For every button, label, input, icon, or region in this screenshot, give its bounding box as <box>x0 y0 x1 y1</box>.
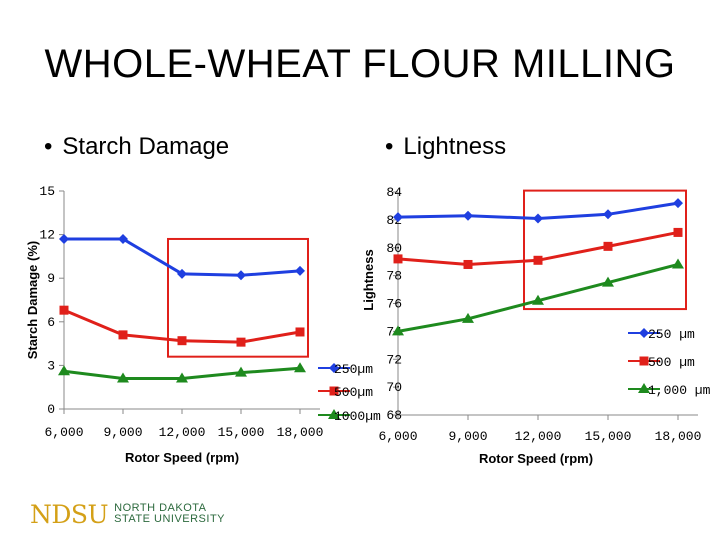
y-tick-label: 84 <box>386 185 402 200</box>
legend-marker <box>639 356 649 366</box>
data-point <box>463 259 473 269</box>
x-tick-label: 12,000 <box>515 429 562 444</box>
y-tick-label: 9 <box>47 271 55 286</box>
legend-marker <box>329 386 339 396</box>
data-point <box>236 270 246 281</box>
data-point <box>236 337 246 347</box>
data-point <box>603 209 613 220</box>
y-tick-label: 78 <box>386 269 402 284</box>
bullet-lightness-label: Lightness <box>403 133 507 160</box>
legend-marker <box>639 328 649 338</box>
bullet-dot: • <box>44 133 53 160</box>
bullet-lightness: • Lightness <box>385 133 506 161</box>
data-point <box>532 294 544 305</box>
data-point <box>603 241 613 251</box>
ndsu-logo: NDSU NORTH DAKOTA STATE UNIVERSITY <box>30 499 225 529</box>
x-tick-label: 18,000 <box>655 429 702 444</box>
legend-marker <box>328 409 340 419</box>
data-point <box>673 227 683 237</box>
data-point <box>533 213 543 224</box>
y-tick-label: 6 <box>47 315 55 330</box>
logo-mark: NDSU <box>30 499 109 529</box>
x-tick-label: 15,000 <box>218 425 265 440</box>
data-point <box>392 325 404 336</box>
logo-line-1: NORTH DAKOTA <box>114 502 207 514</box>
bullet-dot: • <box>385 133 394 160</box>
logo-line-2: STATE UNIVERSITY <box>114 513 226 525</box>
data-point <box>533 255 543 265</box>
data-point <box>462 312 474 323</box>
legend-label: 1000µm <box>334 409 381 424</box>
slide-title: WHOLE-WHEAT FLOUR MILLING <box>44 42 676 86</box>
data-point <box>295 265 305 276</box>
data-point <box>602 276 614 287</box>
data-point <box>294 362 306 373</box>
data-point <box>295 327 305 337</box>
legend-label: 500µm <box>334 385 373 400</box>
data-point <box>673 198 683 209</box>
y-tick-label: 3 <box>47 358 55 373</box>
legend-marker <box>638 383 650 393</box>
legend-marker <box>329 363 339 373</box>
data-point <box>177 336 187 346</box>
legend-label: 250µm <box>334 362 373 377</box>
x-axis-title: Rotor Speed (rpm) <box>125 450 239 465</box>
x-tick-label: 18,000 <box>277 425 324 440</box>
data-point <box>177 268 187 279</box>
y-tick-label: 70 <box>386 380 402 395</box>
x-tick-label: 15,000 <box>585 429 632 444</box>
y-tick-label: 76 <box>386 297 402 312</box>
y-tick-label: 68 <box>386 408 402 423</box>
y-axis-title: Lightness <box>361 249 376 310</box>
x-tick-label: 12,000 <box>159 425 206 440</box>
y-axis-title: Starch Damage (%) <box>25 241 40 359</box>
legend-label: 500 µm <box>648 355 695 370</box>
data-point <box>393 254 403 264</box>
data-point <box>393 212 403 223</box>
data-point <box>118 233 128 244</box>
y-tick-label: 12 <box>39 228 55 243</box>
highlight-box <box>167 237 309 358</box>
data-point <box>59 233 69 244</box>
data-point <box>59 305 69 315</box>
x-tick-label: 9,000 <box>448 429 487 444</box>
bullet-starch-damage-label: Starch Damage <box>62 133 230 160</box>
x-tick-label: 9,000 <box>103 425 142 440</box>
data-point <box>463 210 473 221</box>
legend-label: 250 µm <box>648 327 695 342</box>
legend-label: 1,000 µm <box>648 383 711 398</box>
y-tick-label: 0 <box>47 402 55 417</box>
data-point <box>672 258 684 269</box>
logo-subtitle: NORTH DAKOTA STATE UNIVERSITY <box>114 503 225 525</box>
bullet-starch-damage: • Starch Damage <box>44 133 229 161</box>
data-point <box>118 330 128 340</box>
x-tick-label: 6,000 <box>378 429 417 444</box>
x-axis-title: Rotor Speed (rpm) <box>479 451 593 466</box>
data-point <box>117 372 129 383</box>
y-tick-label: 72 <box>386 352 402 367</box>
highlight-box <box>523 189 687 311</box>
data-point <box>235 366 247 377</box>
y-tick-label: 80 <box>386 241 402 256</box>
data-point <box>176 372 188 383</box>
data-point <box>58 365 70 376</box>
y-tick-label: 15 <box>39 184 55 199</box>
x-tick-label: 6,000 <box>44 425 83 440</box>
